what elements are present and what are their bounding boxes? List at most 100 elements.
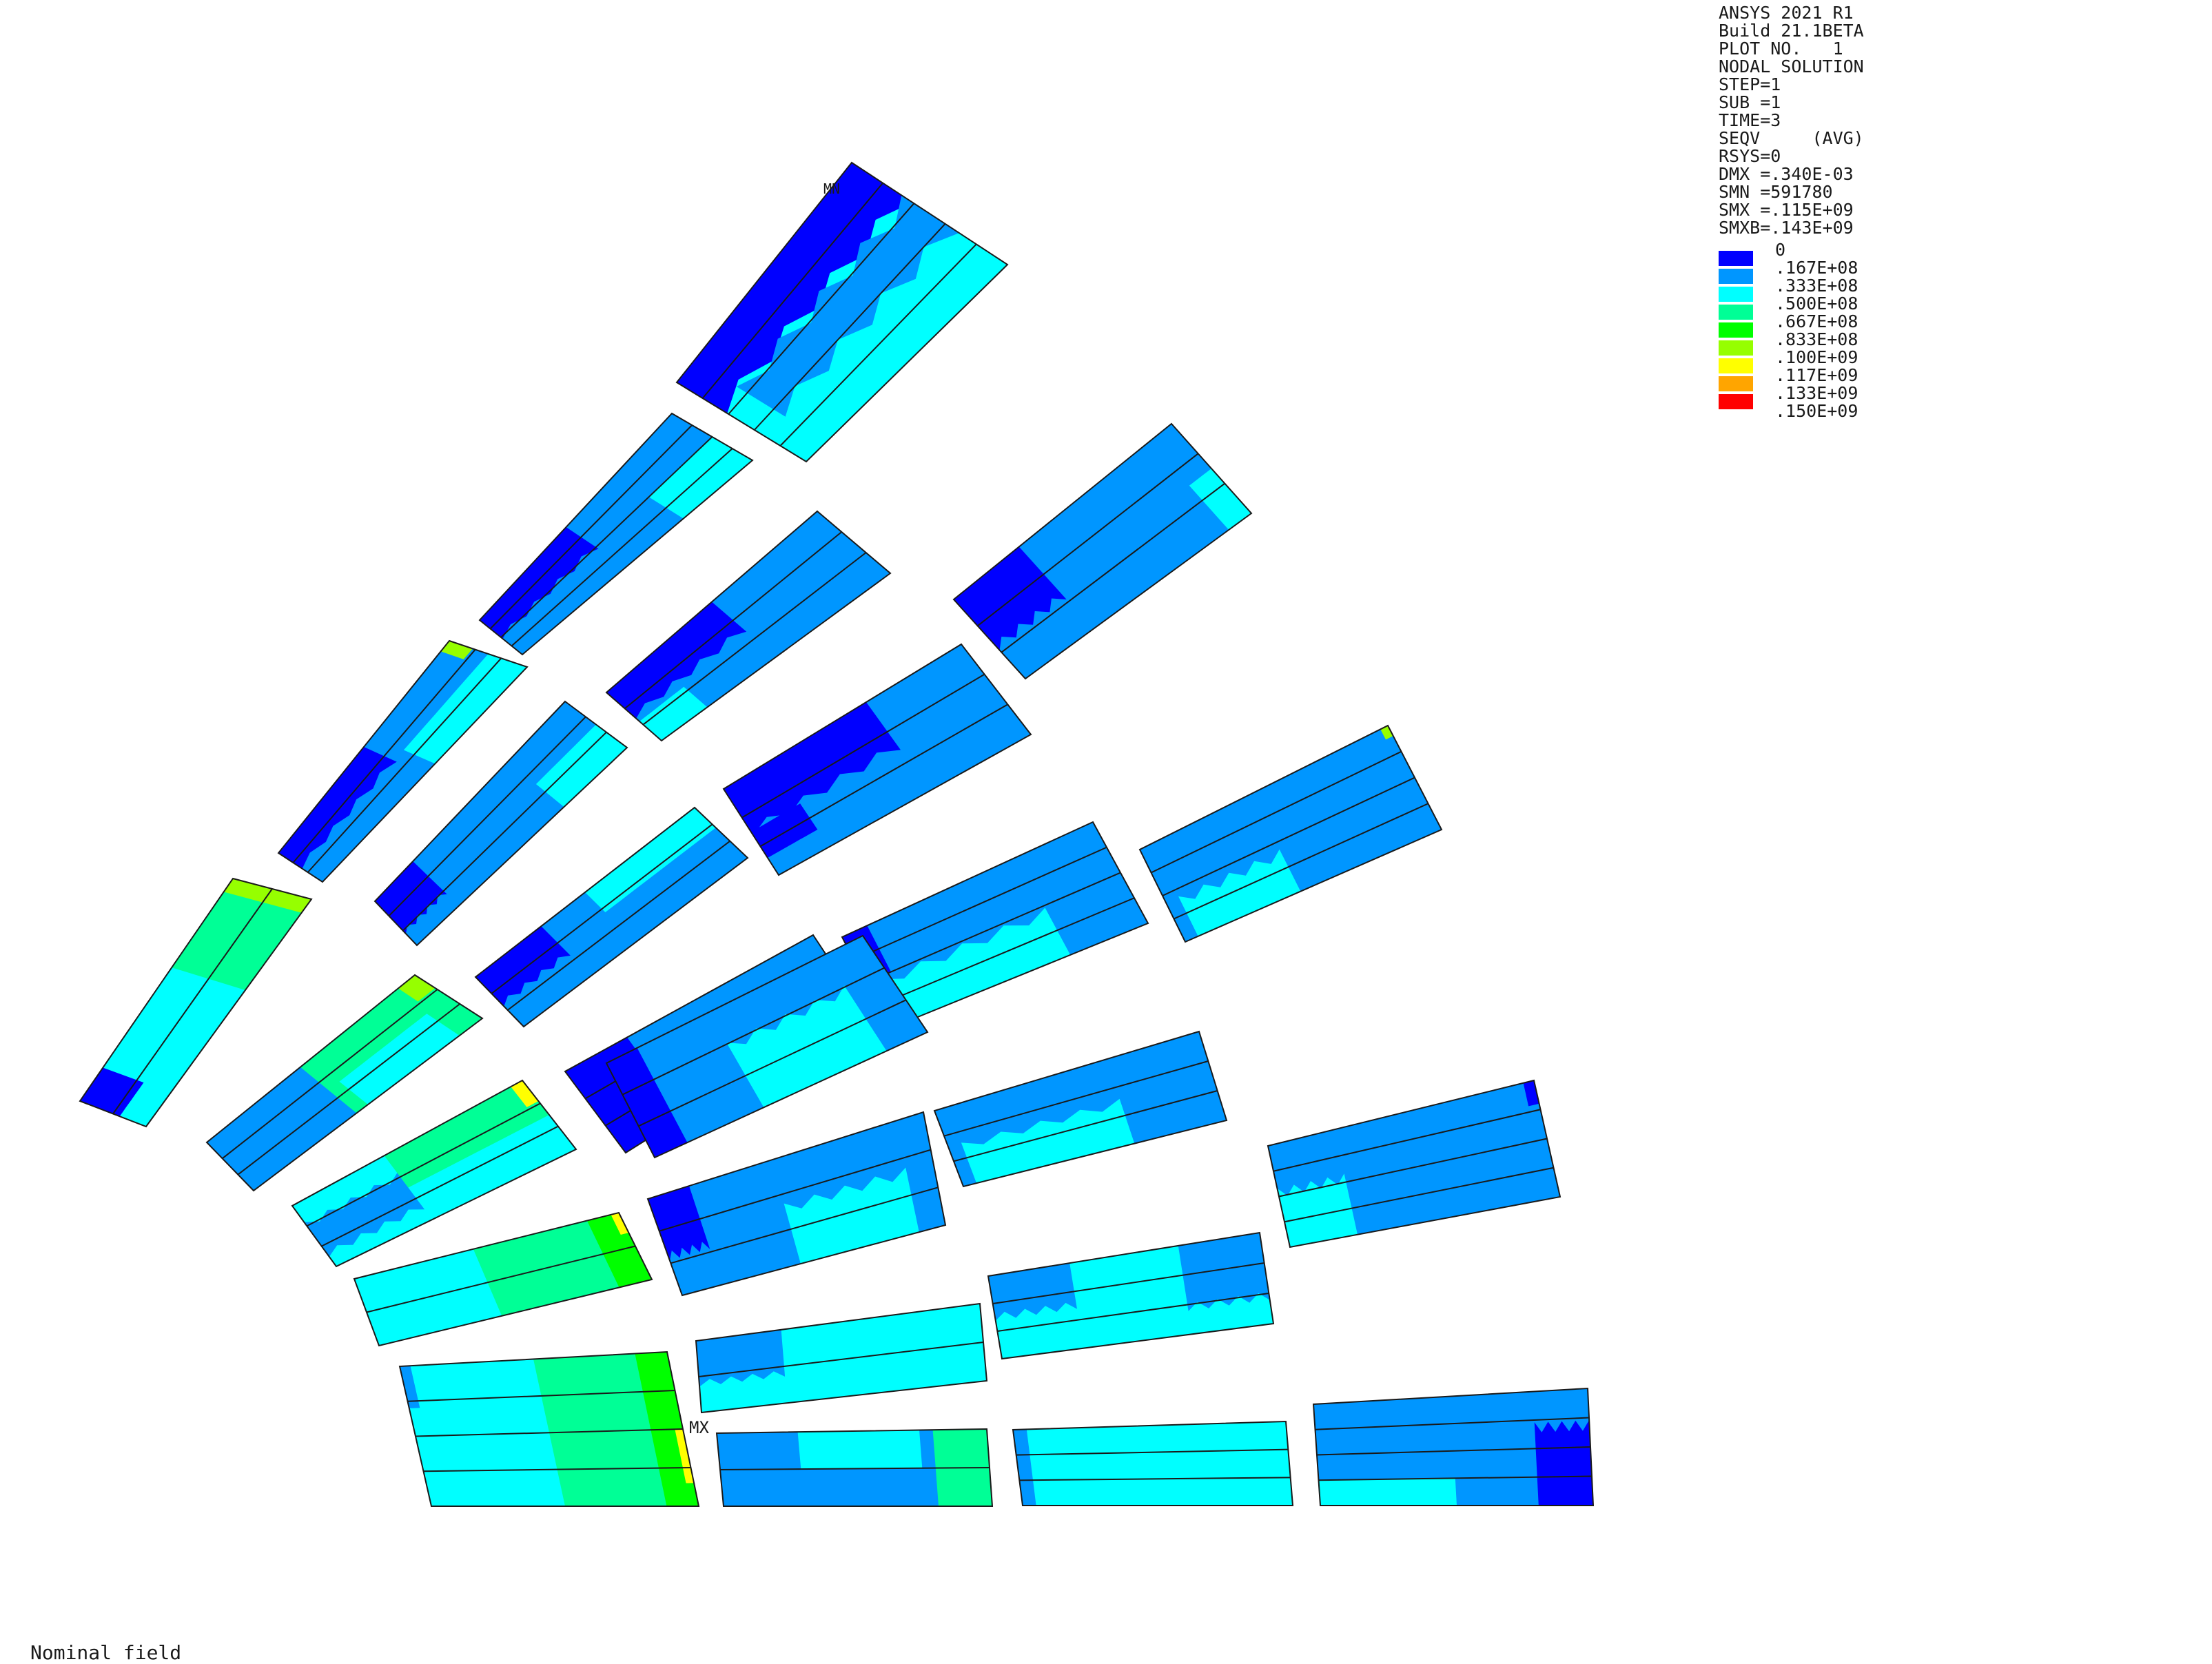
stress-contour-region xyxy=(1380,726,1393,740)
plot-info-line: Build 21.1BETA xyxy=(1719,21,1864,41)
plot-info-line: RSYS=0 xyxy=(1719,146,1781,166)
strand-divider-line xyxy=(1278,1138,1548,1198)
legend-label: .833E+08 xyxy=(1775,329,1858,349)
strand-divider-line xyxy=(321,1125,559,1247)
stress-contour-region xyxy=(797,1430,923,1470)
coil-block xyxy=(79,877,313,1128)
strand-divider-line xyxy=(719,1467,990,1470)
plot-info-line: SEQV (AVG) xyxy=(1719,128,1864,148)
stress-contour-region xyxy=(606,1047,688,1158)
legend-swatch xyxy=(1719,358,1753,373)
plot-info-line: SMX =.115E+09 xyxy=(1719,200,1854,220)
plot-info-line: TIME=3 xyxy=(1719,110,1781,130)
coil-block xyxy=(478,412,754,656)
plot-info-line: PLOT NO. 1 xyxy=(1719,39,1843,59)
strand-divider-line xyxy=(992,1262,1264,1304)
block-outline xyxy=(1138,724,1443,943)
plot-info-line: ANSYS 2021 R1 xyxy=(1719,3,1854,23)
strand-divider-line xyxy=(511,448,733,647)
strand-divider-line xyxy=(997,1293,1269,1332)
strand-divider-line xyxy=(112,888,273,1115)
block-outline xyxy=(478,412,754,656)
block-outline xyxy=(373,700,628,947)
stress-contour-region xyxy=(784,1167,919,1264)
block-outline xyxy=(605,934,929,1159)
coil-block xyxy=(675,161,1009,463)
stress-contour-region xyxy=(954,546,1067,650)
block-outline xyxy=(933,1030,1228,1188)
stress-contour-region xyxy=(480,527,599,639)
strand-divider-line xyxy=(1151,750,1402,874)
stress-contour-region xyxy=(736,195,959,417)
strand-divider-line xyxy=(388,716,586,917)
coil-block xyxy=(646,1111,947,1297)
strand-divider-line xyxy=(659,1149,931,1232)
stress-contour-region xyxy=(611,1213,629,1235)
block-outline xyxy=(205,974,484,1192)
stress-contour-region xyxy=(511,1080,539,1107)
strand-divider-line xyxy=(1273,1109,1541,1172)
strand-divider-line xyxy=(741,673,985,819)
strand-divider-line xyxy=(1318,1475,1593,1481)
strand-divider-line xyxy=(943,1060,1209,1137)
legend-label: .333E+08 xyxy=(1775,276,1858,296)
stress-contour-region xyxy=(80,1067,144,1117)
legend-label: .133E+09 xyxy=(1775,383,1858,403)
block-outline xyxy=(1267,1079,1561,1249)
strand-divider-line xyxy=(489,424,693,630)
strand-divider-line xyxy=(622,967,885,1096)
stress-contour-region xyxy=(696,1329,786,1387)
strand-divider-line xyxy=(624,531,842,710)
strand-divider-line xyxy=(865,872,1121,984)
legend-label: .150E+09 xyxy=(1775,401,1858,421)
strand-divider-line xyxy=(500,436,713,638)
block-base-fill xyxy=(606,511,890,741)
coil-block xyxy=(952,422,1253,680)
strand-divider-line xyxy=(306,1102,541,1227)
strand-divider-line xyxy=(1162,777,1415,896)
strand-divider-line xyxy=(759,703,1008,848)
plot-info-line: DMX =.340E-03 xyxy=(1719,164,1854,184)
strand-divider-line xyxy=(638,999,907,1127)
strand-divider-line xyxy=(754,223,946,431)
coil-block xyxy=(474,806,749,1028)
max-marker-label: MX xyxy=(689,1418,709,1437)
block-outline xyxy=(1012,1420,1294,1506)
stress-contour-region xyxy=(1189,469,1251,530)
stress-contour-region xyxy=(1178,849,1301,936)
stress-contour-region xyxy=(1178,1233,1270,1311)
strand-divider-line xyxy=(491,823,713,994)
stress-contour-region xyxy=(639,686,708,741)
stress-contour-region xyxy=(384,1080,549,1188)
strand-divider-line xyxy=(877,897,1135,1007)
stress-contour-region xyxy=(988,1263,1077,1321)
strand-divider-line xyxy=(953,1090,1218,1162)
coil-block xyxy=(1267,1079,1561,1249)
legend-label: .167E+08 xyxy=(1775,258,1858,278)
min-marker-label: MN xyxy=(823,181,841,197)
stress-contour-region xyxy=(278,747,397,869)
coil-block xyxy=(715,1428,994,1507)
strand-divider-line xyxy=(423,1467,691,1472)
strand-divider-line xyxy=(507,840,730,1011)
legend-swatch xyxy=(1719,251,1753,266)
legend-label: .117E+09 xyxy=(1775,365,1858,385)
stress-contour-region xyxy=(1534,1419,1593,1506)
strand-divider-line xyxy=(977,453,1199,627)
coil-block xyxy=(987,1231,1275,1360)
stress-contour-region xyxy=(440,641,473,659)
legend-swatch xyxy=(1719,394,1753,409)
strand-divider-line xyxy=(779,243,977,446)
block-outline xyxy=(952,422,1253,680)
block-outline xyxy=(715,1428,994,1507)
stress-contour-region xyxy=(961,1098,1135,1184)
block-base-fill xyxy=(648,1112,945,1295)
strand-divider-line xyxy=(222,989,438,1160)
coil-block xyxy=(1012,1420,1294,1506)
coil-block xyxy=(933,1030,1228,1188)
strand-divider-line xyxy=(642,552,867,726)
stress-contour-region xyxy=(535,724,627,808)
block-base-fill xyxy=(696,1304,987,1413)
block-base-fill xyxy=(1313,1388,1593,1506)
coil-block xyxy=(1138,724,1443,943)
